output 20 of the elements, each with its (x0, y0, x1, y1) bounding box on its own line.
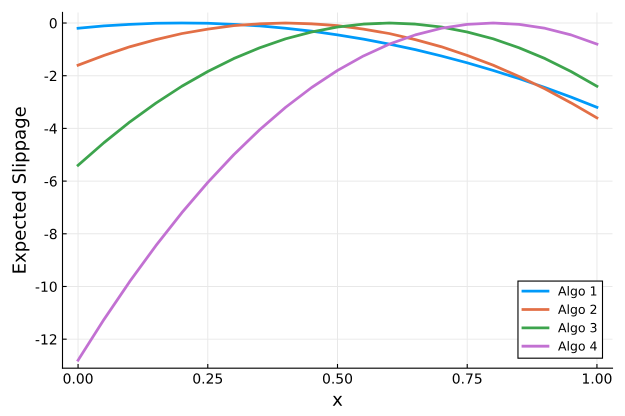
x-tick-label: 0.25 (193, 373, 222, 384)
x-tick-label: 0.50 (322, 373, 352, 384)
x-tick-label: 0.75 (452, 373, 482, 384)
y-tick-label: -4 (44, 124, 57, 134)
y-tick-label: -12 (36, 334, 56, 344)
legend-label: Algo 4 (558, 341, 597, 354)
legend-label: Algo 3 (558, 322, 596, 335)
legend-label: Algo 2 (558, 304, 596, 316)
y-tick-label: -8 (44, 228, 57, 240)
y-tick-label: -6 (44, 176, 57, 187)
x-axis-title: x (332, 396, 342, 406)
x-tick-label: 0.00 (64, 373, 93, 384)
legend-label: Algo 1 (558, 286, 596, 298)
line-series (76, 22, 598, 362)
y-tick-label: -2 (44, 70, 56, 81)
y-axis-title: Expected Slippage (12, 107, 30, 273)
y-tick-label: -10 (36, 281, 57, 292)
line-series (76, 22, 598, 167)
y-tick-label: 0 (50, 18, 57, 28)
x-tick-label: 1.00 (582, 373, 612, 384)
